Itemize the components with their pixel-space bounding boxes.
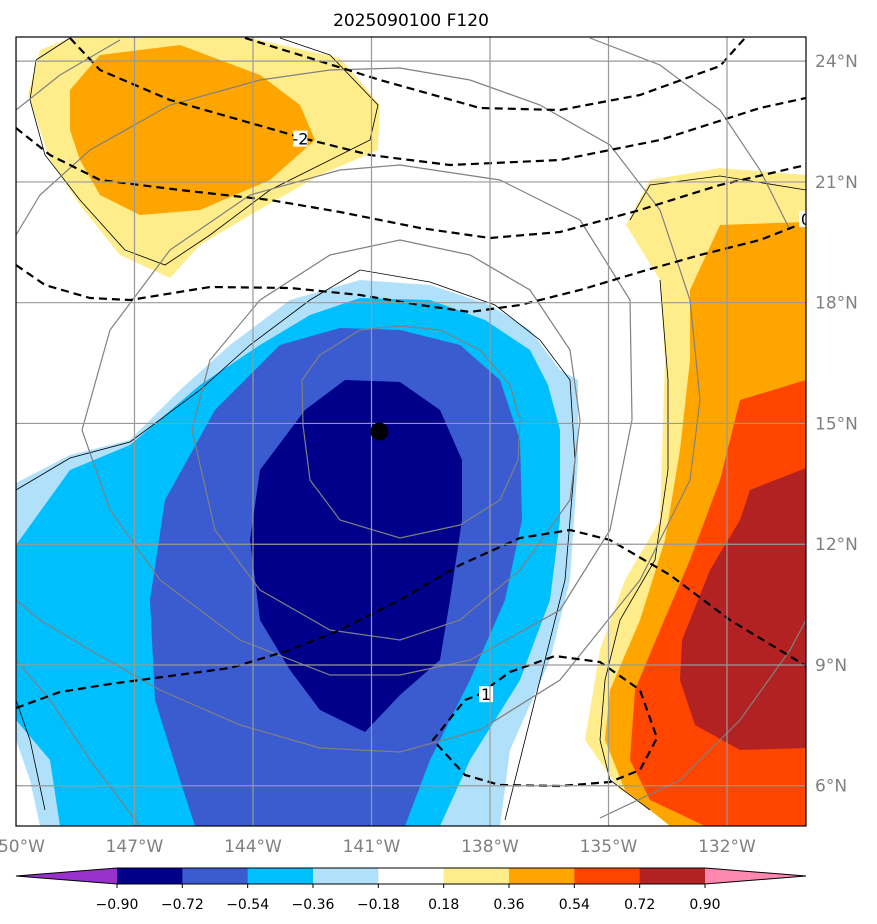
colorbar-tick-label: −0.72	[161, 897, 204, 913]
lat-tick-label: 18°N	[815, 294, 858, 314]
lat-tick-label: 9°N	[815, 656, 847, 676]
map-frame	[15, 36, 807, 827]
longitude-tick-labels: 150°W 147°W 144°W 141°W 138°W 135°W 132°W	[0, 837, 756, 857]
colorbar-tick-label: −0.36	[292, 897, 335, 913]
lon-tick-label: 144°W	[224, 837, 282, 857]
gray-circles	[16, 37, 806, 826]
shade-deep-blue	[250, 380, 462, 732]
lat-tick-label: 15°N	[815, 414, 858, 434]
outline-contours	[16, 37, 806, 821]
colorbar-tick-label: 0.90	[689, 897, 720, 913]
lat-tick-label: 21°N	[815, 173, 858, 193]
colorbar-segment	[313, 868, 379, 884]
colorbar-extend-low	[16, 868, 117, 884]
colorbar-tick-label: 0.54	[559, 897, 590, 913]
colorbar-segment	[639, 868, 706, 884]
chart-title: 2025090100 F120	[333, 11, 489, 31]
colorbar-segment	[574, 868, 641, 884]
colorbar-extend-high	[705, 868, 806, 884]
colorbar-segment	[182, 868, 249, 884]
lon-tick-label: 138°W	[461, 837, 519, 857]
lon-tick-label: 135°W	[580, 837, 638, 857]
contour-label-bg	[799, 211, 806, 228]
contour-label-bg	[293, 130, 308, 147]
colorbar	[15, 867, 807, 888]
colorbar-segment	[443, 868, 510, 884]
map-gridlines	[16, 37, 806, 826]
colorbar-tick-labels: −0.90 −0.72 −0.54 −0.36 −0.18 0.18 0.36 0.54 0.7…	[96, 897, 721, 913]
dashed-contours	[16, 37, 806, 788]
lon-tick-label: 141°W	[343, 837, 401, 857]
storm-center-dot	[370, 422, 389, 441]
lat-tick-label: 6°N	[815, 777, 847, 797]
shade-dark-red-e	[680, 468, 806, 750]
colorbar-segment	[247, 868, 314, 884]
lat-tick-label: 24°N	[815, 52, 858, 72]
shade-orange-nw	[70, 45, 315, 215]
colorbar-segment	[117, 868, 183, 884]
colorbar-tick-label: 0.72	[624, 897, 655, 913]
lon-tick-label: 150°W	[0, 837, 45, 857]
lon-tick-label: 132°W	[698, 837, 756, 857]
colorbar-segment	[378, 868, 445, 884]
contour-label: 0	[801, 210, 811, 229]
map-area: -2 0 1	[16, 37, 811, 826]
lat-tick-label: 12°N	[815, 535, 858, 555]
colorbar-tick-label: 0.18	[428, 897, 459, 913]
contour-label: 1	[481, 685, 491, 704]
contour-label: -2	[292, 130, 308, 149]
colorbar-segment	[509, 868, 575, 884]
colorbar-tick-label: −0.90	[96, 897, 139, 913]
latitude-tick-labels: 6°N 9°N 12°N 15°N 18°N 21°N 24°N	[815, 52, 858, 797]
lon-tick-label: 147°W	[106, 837, 164, 857]
colorbar-tick-label: 0.36	[493, 897, 524, 913]
colorbar-tick-label: −0.18	[357, 897, 400, 913]
colorbar-tick-label: −0.54	[226, 897, 269, 913]
